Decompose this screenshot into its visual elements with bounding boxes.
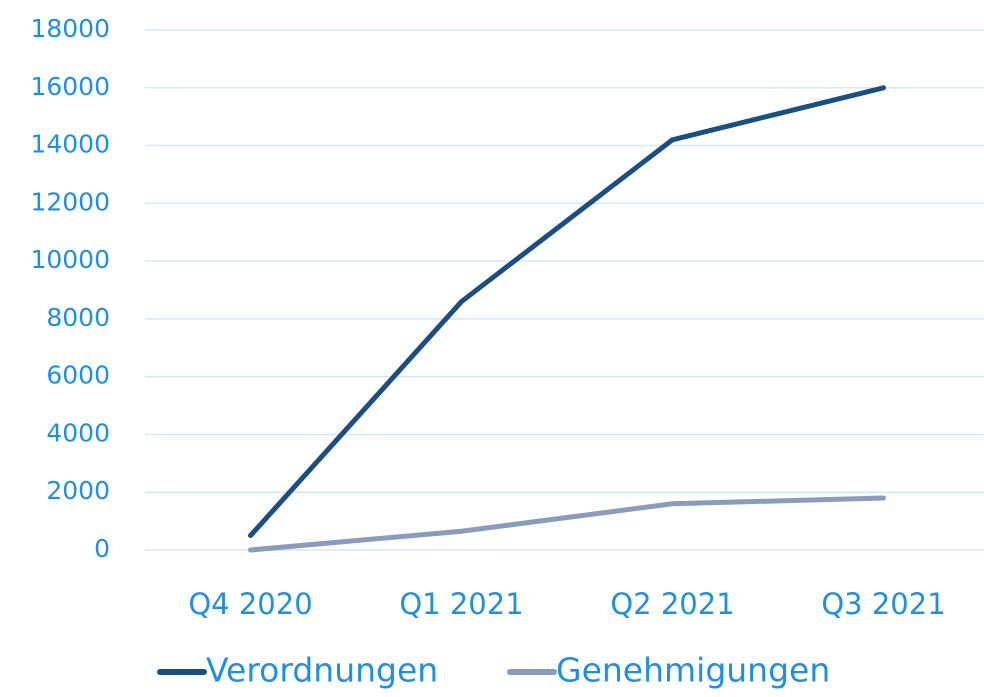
y-tick-label: 14000 (30, 130, 110, 159)
x-tick-label: Q2 2021 (610, 587, 734, 621)
line (248, 495, 886, 553)
y-tick-label: 0 (94, 534, 110, 563)
y-tick-label: 12000 (30, 187, 110, 216)
y-tick-label: 16000 (30, 72, 110, 101)
y-tick-label: 4000 (46, 418, 110, 447)
x-tick-label: Q4 2020 (188, 587, 312, 621)
y-tick-label: 8000 (46, 303, 110, 332)
y-tick-label: 6000 (46, 361, 110, 390)
x-tick-label: Q1 2021 (399, 587, 523, 621)
y-tick-label: 2000 (46, 476, 110, 505)
line (248, 85, 886, 539)
legend-label: Genehmigungen (556, 651, 830, 690)
y-tick-label: 10000 (30, 245, 110, 274)
x-tick-label: Q3 2021 (821, 587, 945, 621)
legend-label: Verordnungen (206, 651, 438, 690)
y-tick-label: 18000 (30, 14, 110, 43)
